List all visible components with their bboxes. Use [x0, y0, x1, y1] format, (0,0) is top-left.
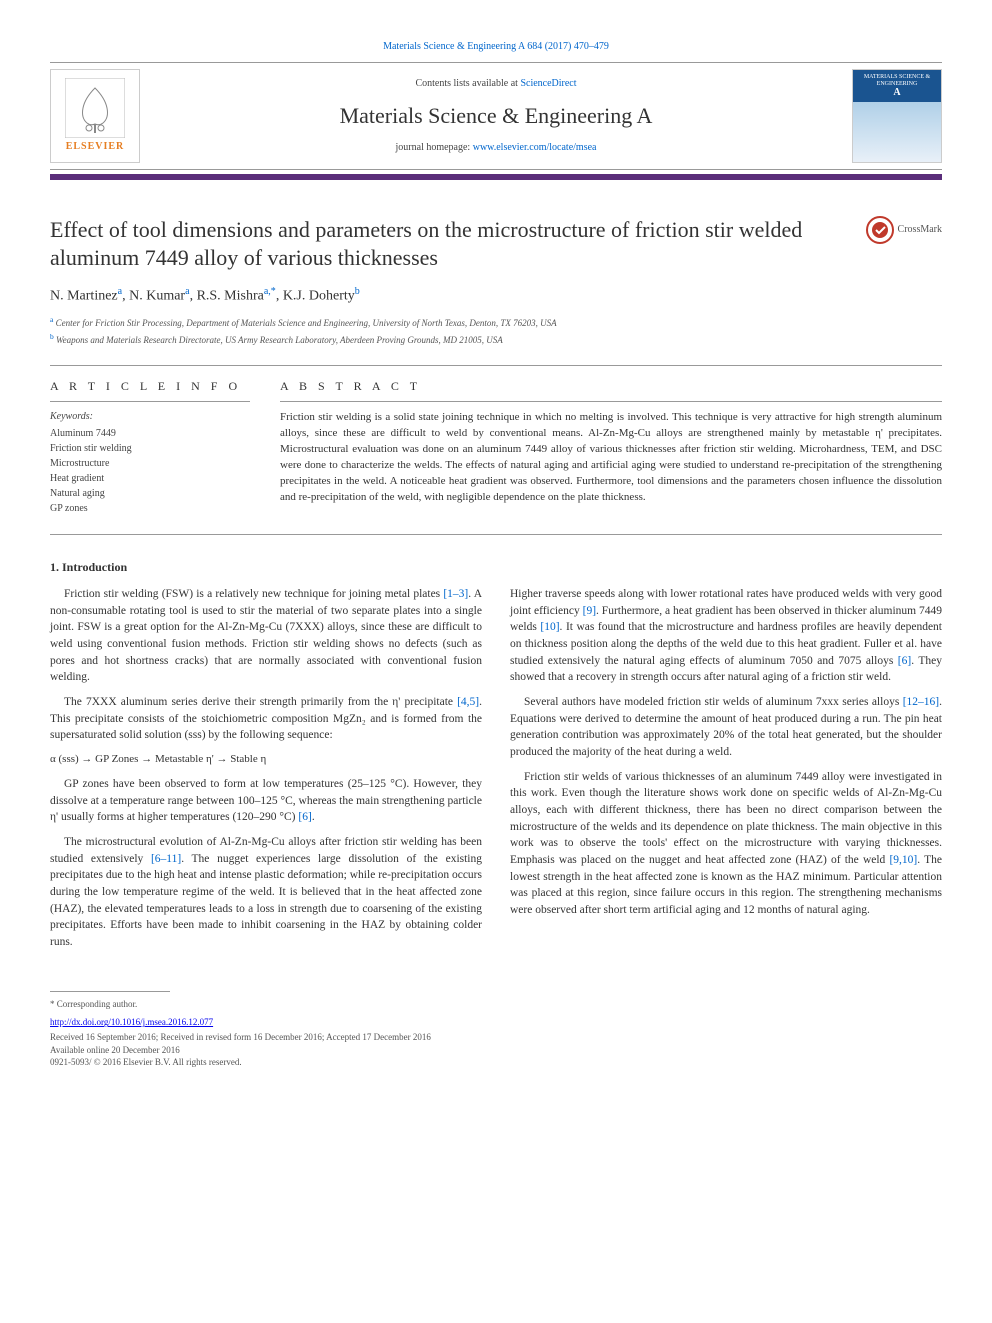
paragraph-3: GP zones have been observed to form at l… [50, 776, 482, 826]
sciencedirect-link[interactable]: ScienceDirect [520, 78, 576, 89]
journal-cover-thumb: MATERIALS SCIENCE & ENGINEERING A [852, 69, 942, 163]
elsevier-logo: ELSEVIER [50, 69, 140, 163]
ref-6[interactable]: [6] [298, 811, 311, 823]
cover-title: MATERIALS SCIENCE & ENGINEERING A [853, 70, 941, 102]
crossmark-badge[interactable]: CrossMark [866, 216, 942, 244]
available-line: Available online 20 December 2016 [50, 1044, 942, 1057]
abstract-column: A B S T R A C T Friction stir welding is… [280, 378, 942, 516]
elsevier-tree-icon [65, 78, 125, 138]
article-title: Effect of tool dimensions and parameters… [50, 216, 846, 271]
article-dates: Received 16 September 2016; Received in … [50, 1031, 942, 1069]
cover-title-line1: MATERIALS SCIENCE & ENGINEERING [864, 74, 930, 87]
doi-link[interactable]: http://dx.doi.org/10.1016/j.msea.2016.12… [50, 1017, 213, 1027]
ref-10[interactable]: [10] [540, 621, 559, 633]
cover-image-area [853, 102, 941, 162]
paragraph-7: Friction stir welds of various thickness… [510, 769, 942, 919]
section-1-heading: 1. Introduction [50, 559, 942, 576]
crossmark-icon [866, 216, 894, 244]
paragraph-5: Higher traverse speeds along with lower … [510, 586, 942, 686]
journal-reference: Materials Science & Engineering A 684 (2… [50, 40, 942, 54]
ref-9-10[interactable]: [9,10] [889, 854, 917, 866]
affiliation-b: Weapons and Materials Research Directora… [56, 335, 503, 345]
keywords-label: Keywords: [50, 410, 250, 424]
elsevier-label: ELSEVIER [66, 140, 125, 154]
paragraph-6: Several authors have modeled friction st… [510, 694, 942, 761]
ref-6b[interactable]: [6] [898, 655, 911, 667]
ref-12-16[interactable]: [12–16] [903, 696, 939, 708]
corresponding-author-note: * Corresponding author. [50, 998, 942, 1011]
ref-6-11[interactable]: [6–11] [151, 853, 181, 865]
paragraph-1: Friction stir welding (FSW) is a relativ… [50, 586, 482, 686]
received-line: Received 16 September 2016; Received in … [50, 1031, 942, 1044]
ref-9[interactable]: [9] [583, 605, 596, 617]
abstract-text: Friction stir welding is a solid state j… [280, 410, 942, 506]
crossmark-label: CrossMark [898, 223, 942, 237]
header-band: ELSEVIER Contents lists available at Sci… [50, 62, 942, 170]
ref-4-5[interactable]: [4,5] [457, 696, 479, 708]
body-columns: Friction stir welding (FSW) is a relativ… [50, 586, 942, 951]
contents-line: Contents lists available at ScienceDirec… [150, 77, 842, 91]
affiliation-a: Center for Friction Stir Processing, Dep… [56, 318, 557, 328]
homepage-prefix: journal homepage: [396, 142, 473, 153]
purple-divider-bar [50, 174, 942, 180]
abstract-heading: A B S T R A C T [280, 378, 942, 395]
ref-1-3[interactable]: [1–3] [443, 588, 468, 600]
affiliations: a Center for Friction Stir Processing, D… [50, 314, 942, 347]
contents-prefix: Contents lists available at [415, 78, 520, 89]
authors-line: N. Martineza, N. Kumara, R.S. Mishraa,*,… [50, 285, 942, 306]
homepage-line: journal homepage: www.elsevier.com/locat… [150, 141, 842, 155]
header-center: Contents lists available at ScienceDirec… [140, 69, 852, 163]
article-info-column: A R T I C L E I N F O Keywords: Aluminum… [50, 378, 250, 516]
keywords-list: Aluminum 7449Friction stir weldingMicros… [50, 426, 250, 516]
cover-title-line2: A [893, 87, 900, 98]
article-info-heading: A R T I C L E I N F O [50, 378, 250, 395]
copyright-line: 0921-5093/ © 2016 Elsevier B.V. All righ… [50, 1056, 942, 1069]
paragraph-2: The 7XXX aluminum series derive their st… [50, 694, 482, 744]
journal-name: Materials Science & Engineering A [150, 101, 842, 132]
homepage-link[interactable]: www.elsevier.com/locate/msea [473, 142, 597, 153]
paragraph-4: The microstructural evolution of Al-Zn-M… [50, 834, 482, 951]
precipitation-sequence: α (sss) → GP Zones → Metastable η' → Sta… [50, 752, 482, 768]
